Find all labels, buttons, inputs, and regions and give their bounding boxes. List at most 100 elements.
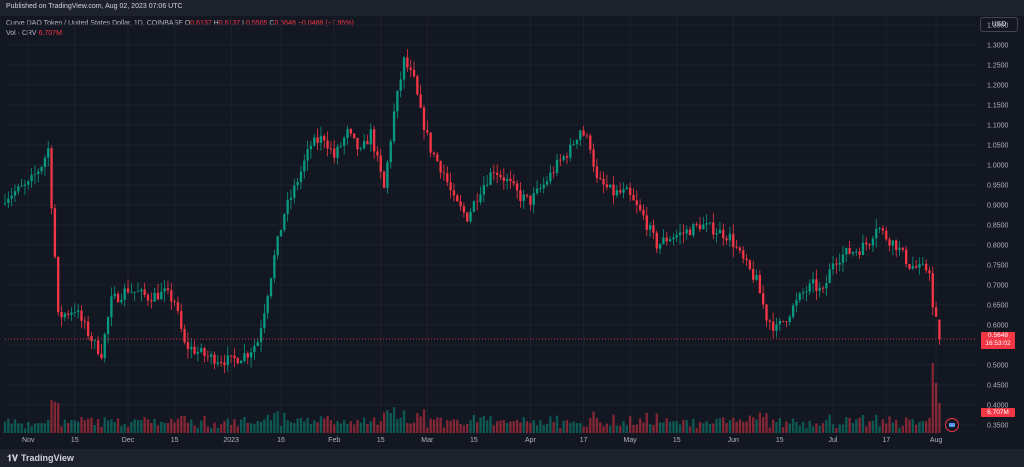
volume-bar	[130, 421, 133, 433]
volume-bar	[120, 425, 123, 433]
tradingview-logo[interactable]: 𝟏𝐕 TradingView	[7, 453, 74, 464]
volume-bar	[180, 415, 183, 433]
volume-bar	[535, 425, 539, 433]
ohlc-high-value: 0.6137	[218, 20, 241, 27]
volume-bar	[722, 417, 725, 433]
volume-bar	[203, 415, 206, 433]
flag-icon[interactable]	[945, 418, 959, 432]
candle-body	[572, 144, 575, 145]
volume-bar	[771, 419, 775, 433]
candle-body	[256, 342, 259, 346]
candle-body	[851, 252, 855, 254]
volume-bar	[133, 419, 136, 433]
candle-body	[226, 355, 229, 365]
bottom-bar	[0, 449, 1024, 467]
volume-bar	[698, 422, 702, 433]
volume-bar	[881, 419, 885, 433]
candle-body	[585, 135, 589, 137]
volume-label: Vol · CRV	[6, 30, 37, 37]
volume-bar	[163, 422, 166, 433]
candle-body	[805, 291, 808, 293]
candle-body	[662, 237, 665, 244]
volume-bar	[246, 422, 249, 433]
x-tick-label: 16	[277, 437, 285, 444]
chart-grid	[5, 17, 976, 433]
volume-bar	[625, 425, 629, 433]
candle-body	[396, 90, 399, 112]
volume-bar	[462, 425, 466, 433]
volume-bar	[585, 426, 589, 433]
price-chart[interactable]: 1.3500 1.3000 1.2500 1.2000 1.1500 1.1000 1.05…	[0, 0, 1024, 449]
volume-bar	[369, 421, 372, 433]
candle-body	[276, 236, 279, 256]
volume-bar	[725, 423, 728, 433]
candle-body	[53, 208, 57, 257]
volume-bar	[642, 422, 645, 433]
volume-bar	[728, 420, 732, 433]
candle-body	[469, 211, 472, 222]
volume-bar	[93, 425, 96, 433]
volume-bar	[50, 400, 53, 433]
volume-bar	[589, 418, 592, 433]
candle-body	[928, 270, 931, 274]
candle-body	[831, 263, 835, 270]
currency-selector[interactable]: USD	[980, 17, 1018, 32]
volume-bar	[924, 421, 928, 433]
candle-body	[908, 264, 911, 269]
volume-bar	[37, 422, 40, 433]
candle-body	[828, 269, 831, 284]
candle-body	[223, 362, 226, 365]
candle-body	[303, 160, 306, 172]
volume-bar	[818, 425, 821, 433]
volume-bar	[313, 420, 316, 433]
candle-body	[898, 247, 901, 250]
x-tick-label: Jun	[728, 437, 739, 444]
volume-bar	[446, 420, 449, 433]
volume-legend[interactable]: Vol · CRV 6.707M	[6, 30, 62, 37]
volume-bar	[652, 425, 655, 433]
candle-body	[555, 159, 559, 173]
volume-bar	[229, 424, 233, 433]
volume-bar	[123, 423, 126, 433]
volume-bar	[193, 425, 196, 433]
candle-body	[479, 194, 482, 202]
x-tick-label: 15	[377, 437, 385, 444]
candle-body	[422, 107, 426, 131]
symbol-legend[interactable]: Curve DAO Token / United States Dollar, …	[6, 20, 354, 27]
volume-bar	[57, 403, 60, 433]
volume-bar	[811, 426, 815, 433]
candle-body	[768, 320, 771, 322]
volume-bar	[256, 420, 259, 433]
volume-bar	[855, 419, 858, 433]
bar-countdown: 16:53:02	[985, 340, 1011, 347]
y-tick-label: 0.8000	[987, 243, 1009, 250]
candle-body	[180, 311, 183, 329]
volume-bar	[898, 427, 901, 433]
volume-bar	[409, 423, 412, 433]
candle-body	[708, 222, 712, 224]
volume-bar	[522, 417, 525, 433]
volume-bar	[389, 412, 392, 433]
candle-body	[845, 247, 848, 255]
candle-body	[629, 187, 632, 195]
candle-body	[781, 320, 785, 322]
volume-bar	[562, 420, 565, 433]
candle-body	[472, 201, 476, 212]
ohlc-change: −0.0488 (−7.95%)	[297, 20, 354, 27]
candle-body	[233, 355, 236, 359]
candle-body	[715, 233, 718, 235]
candle-body	[821, 287, 825, 289]
candle-body	[559, 159, 562, 161]
candle-body	[579, 130, 582, 140]
last-price-value: 0.5648	[988, 332, 1008, 339]
candle-body	[96, 340, 100, 355]
volume-bar	[705, 421, 708, 433]
candle-body	[921, 263, 924, 265]
volume-bar	[615, 425, 619, 433]
candle-body	[931, 273, 934, 308]
volume-bar	[466, 423, 469, 433]
volume-bar	[216, 427, 219, 433]
candle-body	[419, 94, 422, 108]
candle-body	[439, 161, 442, 173]
ohlc-open-label: O	[184, 20, 191, 27]
